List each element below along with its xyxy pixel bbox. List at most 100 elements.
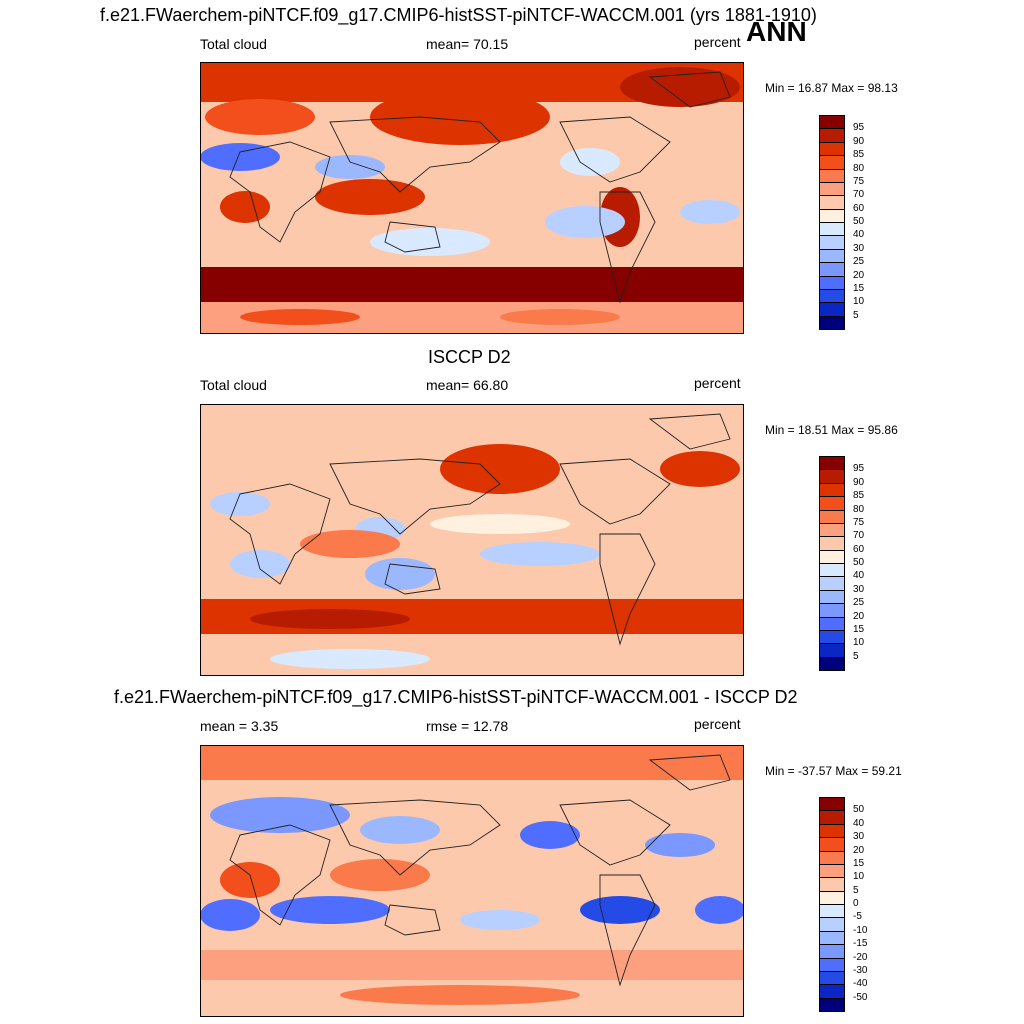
contour-region <box>200 267 744 302</box>
colorbar-box <box>819 168 845 183</box>
colorbar-tick-label: 5 <box>853 309 859 321</box>
coastlines <box>229 413 731 646</box>
coastline <box>229 141 331 243</box>
map-frame <box>200 404 744 676</box>
panel1-title: f.e21.FWaerchem-piNTCF.f09_g17.CMIP6-his… <box>100 5 817 25</box>
colorbar-tick-label: 15 <box>853 623 865 635</box>
colorbar-box <box>819 589 845 605</box>
coastline <box>329 799 501 876</box>
map-frame <box>200 62 744 334</box>
colorbar-tick-label: 10 <box>853 296 865 308</box>
coastlines <box>229 754 731 987</box>
colorbar-box <box>819 222 845 237</box>
colorbar-box <box>819 984 845 999</box>
colorbar-tick-label: 15 <box>853 857 865 869</box>
colorbar-tick-label: 5 <box>853 650 859 662</box>
contour-region <box>620 67 740 107</box>
colorbar-box <box>819 549 845 564</box>
panel1-minmax-label: Min = 16.87 Max = 98.13 <box>765 81 898 95</box>
contour-region <box>270 649 430 669</box>
contour-region <box>460 910 540 930</box>
coastline <box>599 874 656 987</box>
colorbar-box <box>819 128 845 143</box>
contour-region <box>250 609 410 629</box>
colorbar-tick-label: -30 <box>853 964 868 976</box>
coastline <box>384 221 441 253</box>
colorbar-box <box>819 563 845 578</box>
coastlines <box>229 71 731 304</box>
colorbar-tick-label: 85 <box>853 490 865 502</box>
colorbar-tick-label: 40 <box>853 570 865 582</box>
contour-region <box>220 191 270 223</box>
panel3-minmax-label: Min = -37.57 Max = 59.21 <box>765 764 902 778</box>
contour-region <box>300 530 400 558</box>
colorbar-box <box>819 863 845 879</box>
contour-region <box>220 862 280 898</box>
colorbar-tick-label: 40 <box>853 817 865 829</box>
contour-region <box>210 797 350 833</box>
coastline <box>329 116 501 193</box>
colorbar-box <box>819 235 845 250</box>
contour-region <box>370 228 490 256</box>
colorbar-box <box>819 643 845 658</box>
coastline <box>648 71 731 108</box>
colorbar-box <box>819 482 845 498</box>
colorbar-box <box>819 797 845 812</box>
colorbar-tick-label: 90 <box>853 135 865 147</box>
colorbar-box <box>819 810 845 825</box>
contour-region <box>200 404 744 676</box>
colorbar-box <box>819 823 845 839</box>
panel2-mean-label: mean= 66.80 <box>426 377 509 393</box>
colorbar-box <box>819 248 845 264</box>
coastline <box>559 458 671 525</box>
contour-region <box>330 859 430 891</box>
colorbar-box <box>819 850 845 865</box>
colorbar-tick-label: 25 <box>853 256 865 268</box>
coastline <box>384 563 441 595</box>
contour-region <box>240 309 360 325</box>
colorbar-box <box>819 302 845 317</box>
contour-region <box>430 514 570 534</box>
contour-region <box>200 950 744 980</box>
colorbar-box <box>819 877 845 892</box>
coastline <box>648 413 731 450</box>
colorbar-box <box>819 576 845 591</box>
colorbar-tick-label: 20 <box>853 610 865 622</box>
colorbar-tick-label: 80 <box>853 503 865 515</box>
colorbar-tick-label: 60 <box>853 543 865 555</box>
colorbar-box <box>819 155 845 170</box>
colorbar-tick-label: 50 <box>853 804 865 816</box>
colorbar-tick-label: 50 <box>853 216 865 227</box>
colorbar-tick-label: 30 <box>853 583 865 595</box>
panel2-minmax-label: Min = 18.51 Max = 95.86 <box>765 423 898 437</box>
colorbar-tick-label: 30 <box>853 831 865 843</box>
panel1-units-label: percent <box>694 34 741 50</box>
contour-region <box>315 179 425 215</box>
colorbar-box <box>819 536 845 551</box>
colorbar-box <box>819 616 845 631</box>
panel2-variable-label: Total cloud <box>200 377 267 393</box>
colorbar-box <box>819 469 845 484</box>
coastline <box>384 904 441 936</box>
colorbar-tick-label: 75 <box>853 516 865 528</box>
colorbar-tick-label: 5 <box>853 884 859 896</box>
panel1-mean-label: mean= 70.15 <box>426 36 509 52</box>
colorbar-box <box>819 208 845 223</box>
colorbar-box <box>819 957 845 972</box>
panel1-map <box>200 62 744 334</box>
coastline <box>229 483 331 585</box>
colorbar-box <box>819 656 845 671</box>
colorbar-tick-label: -10 <box>853 924 868 936</box>
colorbar-box <box>819 837 845 852</box>
contour-region <box>205 99 315 135</box>
panel3-mean-label: mean = 3.35 <box>200 718 279 734</box>
colorbar-box <box>819 195 845 210</box>
colorbar-tick-label: 20 <box>853 269 865 281</box>
contour-region <box>545 206 625 238</box>
contour-region <box>365 558 435 590</box>
contour-region <box>340 985 580 1005</box>
contour-region <box>680 200 740 224</box>
contour-region <box>210 492 270 516</box>
panel2-colorbar <box>819 456 845 671</box>
colorbar-box <box>819 315 845 330</box>
